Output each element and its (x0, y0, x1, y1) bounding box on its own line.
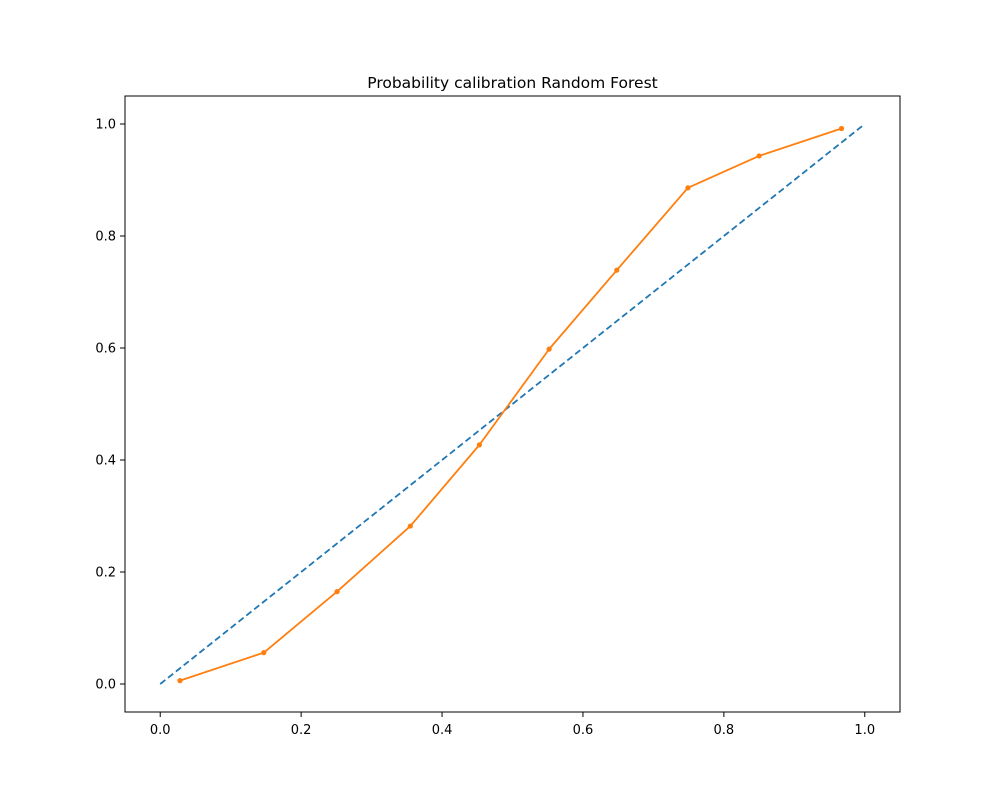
plot-frame (124, 95, 901, 713)
axes-layer: 0.0 0.2 0.4 0.6 0.8 1.0 0.0 0.2 0.4 0.6 0.8 1.0 (95, 95, 901, 738)
chart-title: Probability calibration Random Forest (367, 74, 658, 92)
y-tick-label-1.0: 1.0 (95, 118, 116, 133)
calibration-point-9 (756, 153, 762, 159)
x-tick-label-0.2: 0.2 (291, 723, 312, 738)
y-tick-label-0.4: 0.4 (95, 454, 116, 469)
calibration-point-8 (685, 185, 691, 191)
calibration-curve-line (179, 127, 842, 682)
calibration-point-6 (546, 346, 552, 352)
calibration-point-4 (407, 523, 413, 529)
x-tick-label-1.0: 1.0 (854, 723, 875, 738)
calibration-point-1 (177, 678, 183, 684)
x-tick-label-0.0: 0.0 (150, 723, 171, 738)
y-tick-label-0.8: 0.8 (95, 230, 116, 245)
y-tick-label-0.6: 0.6 (95, 342, 116, 357)
calibration-point-7 (614, 267, 620, 273)
calibration-point-3 (334, 589, 340, 595)
x-tick-label-0.4: 0.4 (432, 723, 453, 738)
calibration-point-10 (838, 125, 845, 132)
y-tick-label-0.2: 0.2 (95, 566, 116, 581)
x-tick-label-0.8: 0.8 (714, 723, 735, 738)
x-tick-label-0.6: 0.6 (573, 723, 594, 738)
y-tick-label-0.0: 0.0 (95, 678, 116, 693)
calibration-point-5 (476, 442, 482, 448)
calibration-point-2 (261, 650, 267, 656)
series-layer (159, 123, 866, 685)
